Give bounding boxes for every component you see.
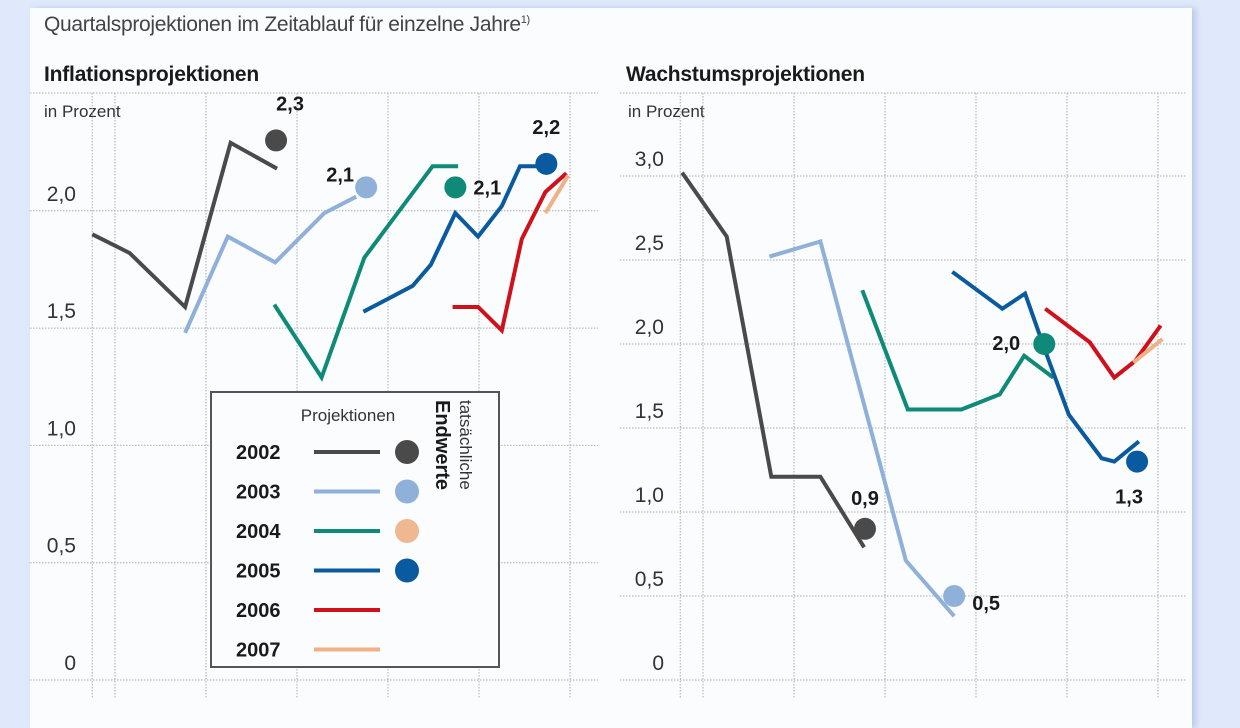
- legend-item-2007: 2007: [236, 640, 380, 662]
- y-tick-label: 0: [64, 652, 76, 675]
- final-value-label-2003: 0,5: [972, 593, 1000, 615]
- x-tick-label: Dez 00: [36, 695, 103, 698]
- x-tick-label: 2003: [907, 695, 954, 698]
- legend-label: 2004: [236, 521, 281, 543]
- figure-title-text: Quartalsprojektionen im Zeitablauf für e…: [44, 13, 521, 36]
- legend-item-2006: 2006: [236, 600, 380, 622]
- final-value-dot-2004: [444, 176, 467, 199]
- y-tick-label: 1,0: [47, 417, 76, 440]
- legend: Projektionen 2002 2003 2004 2005 2006 2007 ta…: [210, 391, 500, 668]
- final-value-dot-2005: [1126, 450, 1149, 473]
- series-line-2002: [680, 171, 866, 549]
- final-value-label-2002: 0,9: [851, 488, 879, 510]
- final-value-dot-2005: [535, 152, 558, 175]
- legend-item-2003: 2003: [236, 479, 419, 504]
- legend-side-label-2: Endwerte: [431, 400, 453, 490]
- final-value-dot-2003: [355, 176, 378, 199]
- y-tick-label: 1,5: [47, 300, 76, 323]
- y-tick-label: 2,0: [635, 316, 664, 339]
- legend-title: Projektionen: [301, 406, 396, 425]
- legend-label: 2005: [236, 561, 281, 583]
- figure-title: Quartalsprojektionen im Zeitablauf für e…: [44, 13, 530, 36]
- y-tick-label: 2,5: [635, 232, 664, 255]
- legend-item-2002: 2002: [236, 440, 419, 464]
- legend-label: 2007: [236, 640, 281, 662]
- legend-label: 2003: [236, 482, 281, 504]
- series-line-2005: [362, 164, 546, 314]
- legend-dot-swatch: [395, 519, 419, 543]
- x-tick-label: 2001: [137, 695, 184, 698]
- x-tick-label: 2002: [228, 695, 275, 698]
- x-tick-label: 06: [573, 695, 596, 698]
- left-chart-unit: in Prozent: [44, 102, 121, 121]
- x-tick-label: 2001: [725, 695, 772, 698]
- legend-dot-swatch: [395, 558, 419, 583]
- final-value-label-2002: 2,3: [276, 93, 304, 115]
- left-chart-title: Inflationsprojektionen: [44, 63, 259, 86]
- series-line-2004: [860, 289, 1055, 412]
- right-chart-unit: in Prozent: [628, 102, 705, 121]
- legend-dot-swatch: [395, 440, 419, 464]
- y-tick-label: 2,0: [47, 183, 76, 206]
- x-tick-label: 2004: [410, 695, 457, 698]
- series-line-2002: [91, 139, 278, 311]
- final-value-label-2004: 2,1: [473, 177, 501, 199]
- final-value-label-2005: 1,3: [1115, 487, 1143, 509]
- series-line-2004: [272, 164, 459, 382]
- final-value-dot-2004: [1033, 333, 1056, 355]
- series-line-2007: [1132, 337, 1164, 365]
- y-tick-label: 0,5: [635, 568, 664, 591]
- x-tick-label: 2002: [816, 695, 863, 698]
- final-value-label-2005: 2,2: [532, 117, 560, 139]
- y-tick-label: 1,5: [635, 400, 664, 423]
- legend-label: 2006: [236, 600, 281, 622]
- legend-dot-swatch: [395, 479, 419, 504]
- y-tick-label: 0: [652, 652, 664, 675]
- series-line-2003: [183, 194, 358, 334]
- series-line-2007: [543, 174, 570, 215]
- x-tick-label: 2003: [319, 695, 366, 698]
- x-tick-label: 2005: [1089, 695, 1136, 698]
- series-line-2005: [951, 270, 1141, 464]
- x-tick-label: Dez 00: [624, 695, 691, 698]
- legend-side-label-1: tatsächliche: [456, 400, 475, 490]
- right-chart-title: Wachstumsprojektionen: [626, 63, 865, 86]
- y-tick-label: 3,0: [635, 148, 664, 171]
- final-value-dot-2003: [943, 585, 966, 607]
- legend-item-2005: 2005: [236, 558, 419, 583]
- y-tick-label: 0,5: [47, 535, 76, 558]
- y-tick-label: 1,0: [635, 484, 664, 507]
- x-tick-label: 06: [1161, 695, 1184, 698]
- series-line-2006: [452, 171, 568, 335]
- footnote-mark: 1): [521, 14, 530, 26]
- final-value-dot-2002: [265, 129, 288, 152]
- growth-chart: 0 0,5 1,0 1,5 2,0 2,5 3,0 Dez 00 2001 2002 2003 200…: [620, 92, 1187, 698]
- legend-item-2004: 2004: [236, 519, 419, 543]
- x-tick-label: 2004: [998, 695, 1045, 698]
- final-value-label-2004: 2,0: [992, 333, 1020, 355]
- x-tick-label: 2005: [501, 695, 548, 698]
- final-value-label-2003: 2,1: [326, 164, 354, 186]
- chart-canvas: Quartalsprojektionen im Zeitablauf für e…: [30, 13, 1187, 698]
- legend-label: 2002: [236, 442, 281, 464]
- series-line-2003: [768, 238, 956, 618]
- series-line-2006: [1043, 307, 1163, 381]
- final-value-dot-2002: [853, 517, 876, 540]
